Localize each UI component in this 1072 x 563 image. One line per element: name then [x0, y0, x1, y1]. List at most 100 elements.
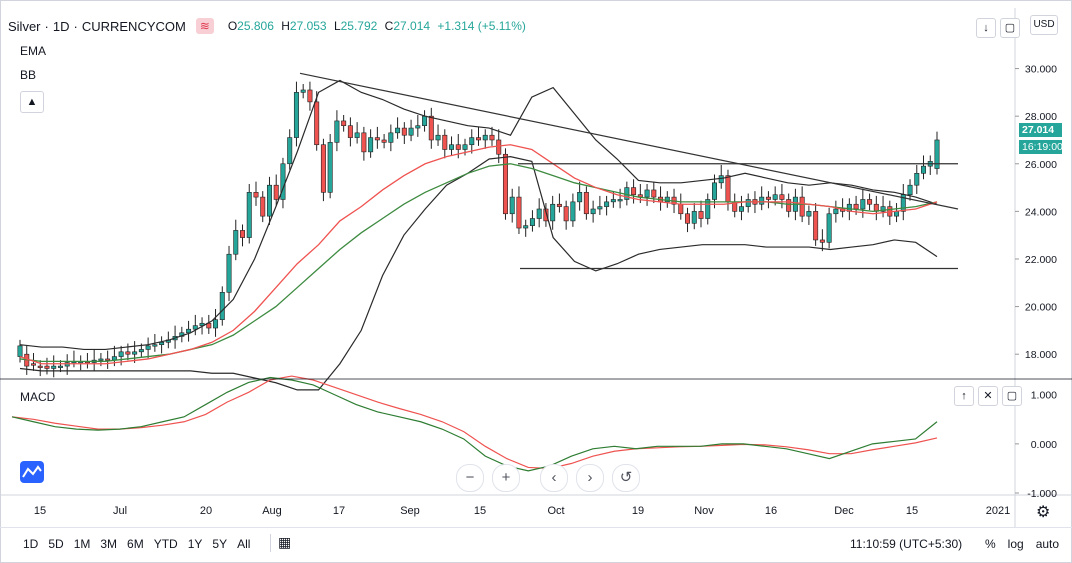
candle	[691, 203, 697, 230]
ema-slow-line	[19, 163, 938, 362]
candle-body	[334, 120, 340, 143]
settings-gear-icon[interactable]: ⚙	[1036, 504, 1051, 521]
date-range-buttons: 1D 5D 1M 3M 6M YTD 1Y 5Y All	[20, 537, 253, 551]
range-button-6m[interactable]: 6M	[127, 537, 144, 551]
exchange-label: CURRENCYCOM	[81, 18, 186, 34]
change-value: +1.314 (+5.11%)	[437, 19, 526, 33]
candle	[354, 122, 360, 144]
candle	[536, 198, 542, 228]
candle	[516, 186, 522, 234]
price-tick-label: 18.000	[1025, 349, 1057, 361]
candle-body	[536, 208, 542, 219]
ema-indicator-label[interactable]: EMA	[20, 44, 47, 58]
timezone-clock[interactable]: 11:10:59 (UTC+5:30)	[850, 537, 963, 551]
candle-body	[422, 115, 428, 126]
candle-body	[914, 172, 920, 186]
calendar-icon[interactable]: ▦	[278, 534, 292, 550]
candle-body	[381, 139, 387, 143]
candle	[78, 355, 84, 371]
candle	[368, 129, 374, 158]
candle-body	[738, 206, 744, 212]
candle-body	[664, 196, 670, 203]
candle-body	[691, 211, 697, 224]
tradingview-logo-icon[interactable]	[20, 461, 44, 483]
range-button-all[interactable]: All	[237, 537, 251, 551]
candle	[266, 176, 272, 225]
collapse-indicators-button[interactable]: ▲	[20, 91, 44, 113]
currency-button[interactable]: USD	[1030, 15, 1058, 35]
maximize-pane-icon[interactable]: ▢	[1000, 18, 1020, 38]
candle-body	[819, 239, 825, 243]
candle	[819, 229, 825, 252]
symbol-name[interactable]: Silver	[8, 18, 41, 34]
percent-scale-toggle[interactable]: %	[985, 537, 996, 551]
range-button-1y[interactable]: 1Y	[187, 537, 203, 551]
range-button-1m[interactable]: 1M	[73, 537, 91, 551]
candle-body	[219, 292, 225, 320]
market-status-icon[interactable]: ≋	[195, 18, 214, 34]
candle	[374, 126, 380, 149]
auto-scale-toggle[interactable]: auto	[1035, 537, 1060, 551]
candle-body	[529, 218, 535, 226]
last-price-tag: 27.014	[1019, 123, 1062, 137]
candle-body	[678, 203, 684, 215]
candle	[132, 341, 138, 364]
close-pane-icon[interactable]: ✕	[978, 386, 998, 406]
range-button-ytd[interactable]: YTD	[153, 537, 178, 551]
candle-body	[698, 211, 704, 219]
candle-body	[361, 132, 367, 153]
interval-label[interactable]: 1D	[52, 18, 70, 34]
macd-indicator-label[interactable]: MACD	[20, 390, 56, 404]
candle-body	[651, 189, 657, 198]
candle-body	[199, 322, 205, 326]
candle-body	[354, 132, 360, 138]
range-button-5d[interactable]: 5D	[48, 537, 64, 551]
maximize-pane-icon[interactable]: ▢	[1002, 386, 1022, 406]
candle	[327, 134, 333, 199]
candle	[91, 349, 97, 372]
candle-body	[307, 89, 313, 103]
candle-body	[759, 196, 765, 205]
candle	[44, 357, 50, 375]
close-label: C	[384, 19, 394, 33]
candle-body	[449, 144, 455, 150]
time-tick-label: Jul	[113, 505, 127, 517]
candle	[644, 184, 650, 206]
candle	[334, 110, 340, 152]
range-button-1d[interactable]: 1D	[23, 537, 39, 551]
candle	[563, 200, 569, 230]
move-down-icon[interactable]: ↓	[976, 18, 996, 38]
candle-body	[563, 206, 569, 222]
candle-body	[509, 196, 515, 215]
candle-body	[435, 134, 441, 141]
zoom-in-button[interactable]: +	[492, 464, 520, 492]
candle	[826, 207, 832, 249]
candle	[590, 200, 596, 223]
candle-body	[502, 153, 508, 215]
high-label: H	[281, 19, 290, 33]
candle	[415, 114, 421, 137]
ema-fast-line	[19, 144, 938, 365]
bb-indicator-label[interactable]: BB	[20, 68, 37, 82]
candle	[159, 336, 165, 354]
zoom-out-button[interactable]: −	[456, 464, 484, 492]
candle-body	[590, 208, 596, 215]
candle-body	[233, 230, 239, 255]
log-scale-toggle[interactable]: log	[1007, 537, 1024, 551]
candle-body	[246, 192, 252, 238]
macd-line	[11, 376, 938, 472]
scroll-right-button[interactable]: ›	[576, 464, 604, 492]
candle-body	[213, 319, 219, 329]
candle	[880, 195, 886, 218]
range-button-3m[interactable]: 3M	[100, 537, 118, 551]
candle-body	[260, 196, 266, 217]
scroll-left-button[interactable]: ‹	[540, 464, 568, 492]
move-up-icon[interactable]: ↑	[954, 386, 974, 406]
candle-body	[293, 92, 299, 138]
candle-body	[482, 134, 488, 141]
reset-chart-button[interactable]: ↺	[612, 464, 640, 492]
candle-body	[408, 127, 414, 136]
range-button-5y[interactable]: 5Y	[212, 537, 228, 551]
candle-body	[415, 125, 421, 129]
